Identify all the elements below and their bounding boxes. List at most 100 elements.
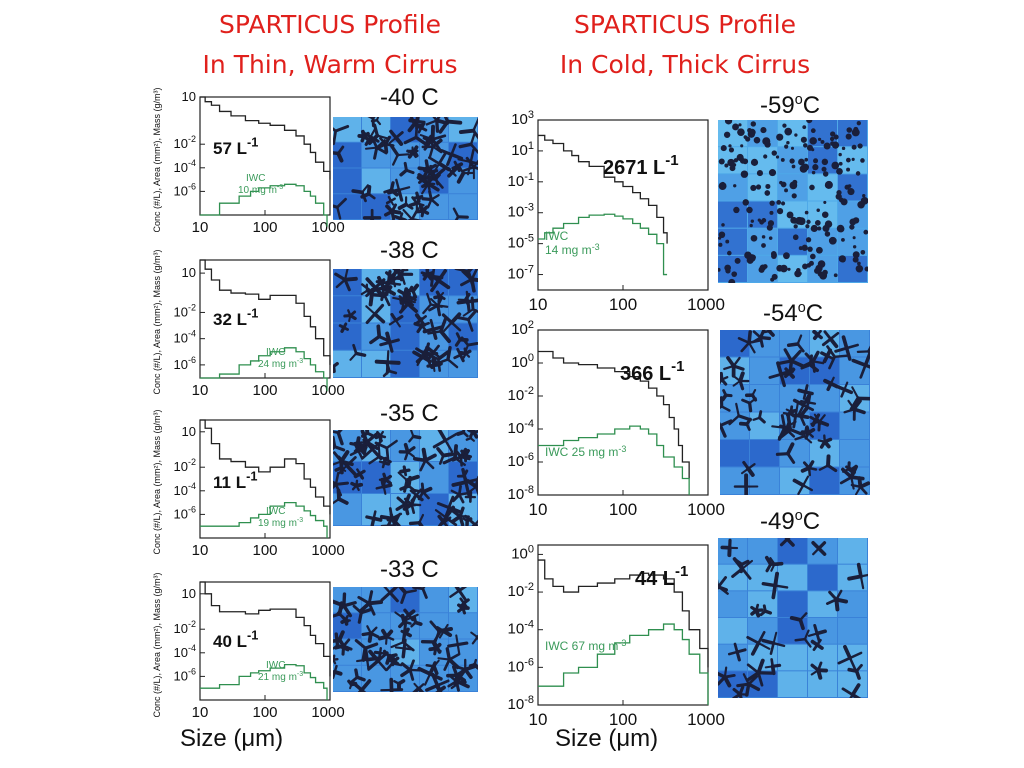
x-tick-label: 10	[192, 542, 209, 559]
x-tick-label: 100	[252, 219, 277, 236]
y-tick-label: 10	[182, 586, 196, 601]
x-tick-label: 100	[609, 295, 637, 314]
y-tick-label: 10-2	[508, 581, 534, 600]
x-tick-label: 1000	[311, 704, 344, 721]
y-tick-label: 100	[511, 352, 534, 371]
concentration-label: 32 L-1	[213, 305, 258, 329]
crystal-image-panel	[333, 430, 478, 526]
y-tick-label: 10-8	[508, 484, 534, 503]
concentration-label: 366 L-1	[620, 358, 685, 385]
iwc-label: 14 mg m-3	[545, 242, 600, 257]
y-tick-label: 10-6	[174, 504, 196, 521]
x-tick-label: 10	[529, 500, 548, 519]
concentration-label: 57 L-1	[213, 134, 258, 158]
iwc-series-line	[200, 347, 328, 392]
temperature-label: -54oC	[763, 300, 824, 327]
x-tick-label: 10	[529, 710, 548, 729]
crystal-image	[333, 269, 478, 378]
title-left-line2: In Thin, Warm Cirrus	[202, 50, 458, 79]
y-tick-label: 10-2	[174, 302, 196, 319]
x-tick-label: 1000	[687, 710, 725, 729]
temperature-label: -38 C	[380, 237, 439, 264]
iwc-series-line	[200, 501, 328, 538]
y-tick-label: 10-6	[508, 656, 534, 675]
iwc-label: 10 mg m-3	[238, 184, 283, 196]
crystal-image-panel	[718, 120, 868, 283]
y-axis-label: Conc (#/L), Area (mm²), Mass (g/m³)	[152, 572, 162, 717]
title-right: SPARTICUS Profile In Cold, Thick Cirrus	[530, 5, 840, 85]
y-tick-label: 10-8	[508, 694, 534, 713]
iwc-series-line	[538, 623, 709, 705]
y-tick-label: 10-2	[174, 457, 196, 474]
y-tick-label: 10-6	[174, 355, 196, 372]
x-tick-label: 1000	[311, 219, 344, 236]
concentration-series-line	[200, 96, 331, 180]
x-tick-label: 100	[609, 500, 637, 519]
x-tick-label: 1000	[311, 542, 344, 559]
y-tick-label: 10	[182, 265, 196, 280]
iwc-series-line	[200, 183, 328, 227]
x-axis-label-right: Size (μm)	[555, 725, 659, 752]
x-tick-label: 10	[529, 295, 548, 314]
temperature-label: -40 C	[380, 84, 439, 111]
plot-frame	[199, 96, 331, 216]
concentration-label: 11 L-1	[213, 468, 257, 492]
x-tick-label: 1000	[687, 500, 725, 519]
iwc-label: IWC 25 mg m-3	[545, 444, 626, 459]
x-tick-label: 10	[192, 219, 209, 236]
y-tick-label: 10-4	[174, 481, 196, 498]
y-tick-label: 10-4	[508, 418, 534, 437]
title-right-line1: SPARTICUS Profile	[574, 10, 796, 39]
x-axis-label-left: Size (μm)	[180, 725, 284, 752]
temperature-label: -59oC	[760, 92, 821, 119]
y-tick-label: 102	[511, 319, 534, 338]
concentration-series-line	[200, 259, 331, 365]
y-tick-label: 10-1	[508, 171, 534, 190]
iwc-label: IWC	[266, 506, 285, 517]
x-tick-label: 10	[192, 704, 209, 721]
crystal-image	[333, 117, 478, 220]
concentration-series-line	[200, 581, 331, 677]
x-tick-label: 100	[609, 710, 637, 729]
y-tick-label: 10-2	[508, 385, 534, 404]
x-tick-label: 1000	[311, 382, 344, 399]
y-tick-label: 10	[182, 89, 196, 104]
crystal-image-panel	[718, 538, 868, 698]
concentration-label: 2671 L-1	[603, 152, 679, 179]
iwc-label: 19 mg m-3	[258, 517, 303, 529]
crystal-image	[718, 120, 868, 283]
y-tick-label: 10-4	[174, 643, 196, 660]
y-tick-label: 101	[511, 140, 534, 159]
x-tick-label: 1000	[687, 295, 725, 314]
iwc-series-line	[538, 213, 668, 276]
concentration-series-line	[538, 134, 668, 244]
y-tick-label: 10-2	[174, 619, 196, 636]
concentration-label: 44 L-1	[635, 563, 688, 590]
y-tick-label: 10-4	[174, 158, 196, 175]
crystal-image	[718, 538, 868, 698]
concentration-series-line	[200, 419, 331, 515]
y-tick-label: 10-5	[508, 233, 534, 252]
x-tick-label: 10	[192, 382, 209, 399]
y-tick-label: 10-4	[508, 619, 534, 638]
plot-frame	[537, 544, 709, 706]
title-right-line2: In Cold, Thick Cirrus	[559, 50, 811, 79]
y-tick-label: 10-3	[508, 202, 534, 221]
y-axis-label: Conc (#/L), Area (mm²), Mass (g/m³)	[152, 249, 162, 394]
concentration-series-line	[538, 559, 709, 668]
y-tick-label: 10-2	[174, 134, 196, 151]
temperature-label: -33 C	[380, 556, 439, 583]
y-tick-label: 10-7	[508, 264, 534, 283]
y-tick-label: 103	[511, 109, 534, 128]
y-axis-label: Conc (#/L), Area (mm²), Mass (g/m³)	[152, 87, 162, 232]
x-tick-label: 100	[252, 542, 277, 559]
crystal-image	[333, 430, 478, 526]
iwc-series-line	[200, 663, 328, 700]
iwc-label: 21 mg m-3	[258, 671, 303, 683]
concentration-series-line	[538, 350, 690, 479]
